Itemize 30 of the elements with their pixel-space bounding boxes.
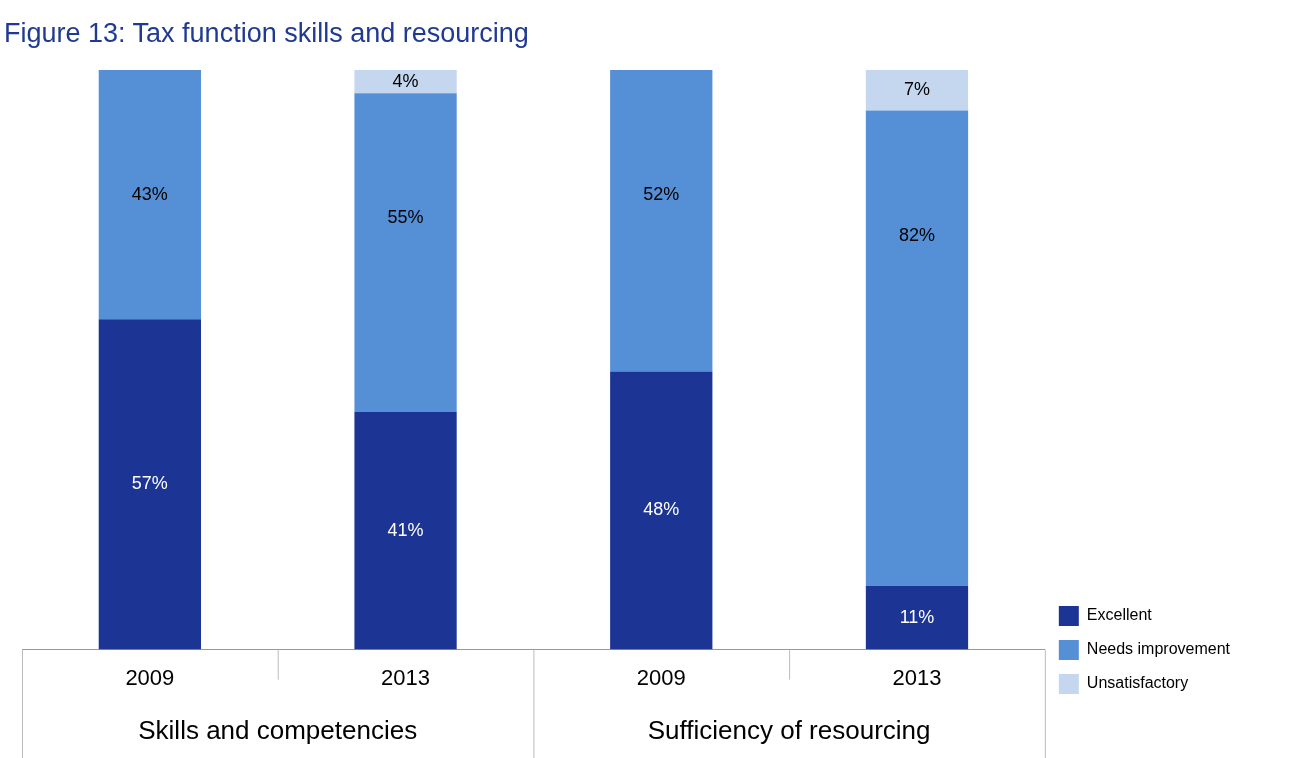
legend-label: Unsatisfactory (1086, 674, 1189, 692)
bar (610, 70, 713, 372)
data-label: 11% (899, 606, 935, 627)
data-label: 48% (643, 499, 680, 520)
data-label: 55% (387, 207, 424, 228)
text: Sufficiency of resourcing (647, 715, 931, 746)
bar (865, 585, 969, 650)
x-tick-label: 2009 (636, 664, 686, 690)
bar (354, 411, 457, 650)
legend-label: Needs improvement (1086, 640, 1231, 658)
legend-label: Excellent (1086, 606, 1153, 624)
data-label: 52% (643, 183, 680, 204)
bar (610, 371, 713, 650)
x-tick-label: 2013 (892, 664, 942, 690)
chart-title: Figure 13: Tax function skills and resourcing (4, 18, 529, 49)
data-label: 7% (903, 79, 930, 100)
bar (865, 70, 969, 111)
bar (98, 70, 201, 320)
data-label: 4% (392, 70, 419, 91)
data-label: 82% (898, 224, 935, 245)
bar (354, 70, 457, 94)
bar (865, 110, 969, 586)
bar (98, 319, 201, 650)
bar (354, 93, 457, 412)
data-label: 57% (131, 473, 168, 494)
x-tick-label: 2013 (381, 664, 431, 690)
text: Skills and competencies (138, 715, 418, 746)
x-tick-label: 2009 (125, 664, 175, 690)
data-label: 41% (387, 519, 424, 540)
data-label: 43% (131, 183, 168, 204)
